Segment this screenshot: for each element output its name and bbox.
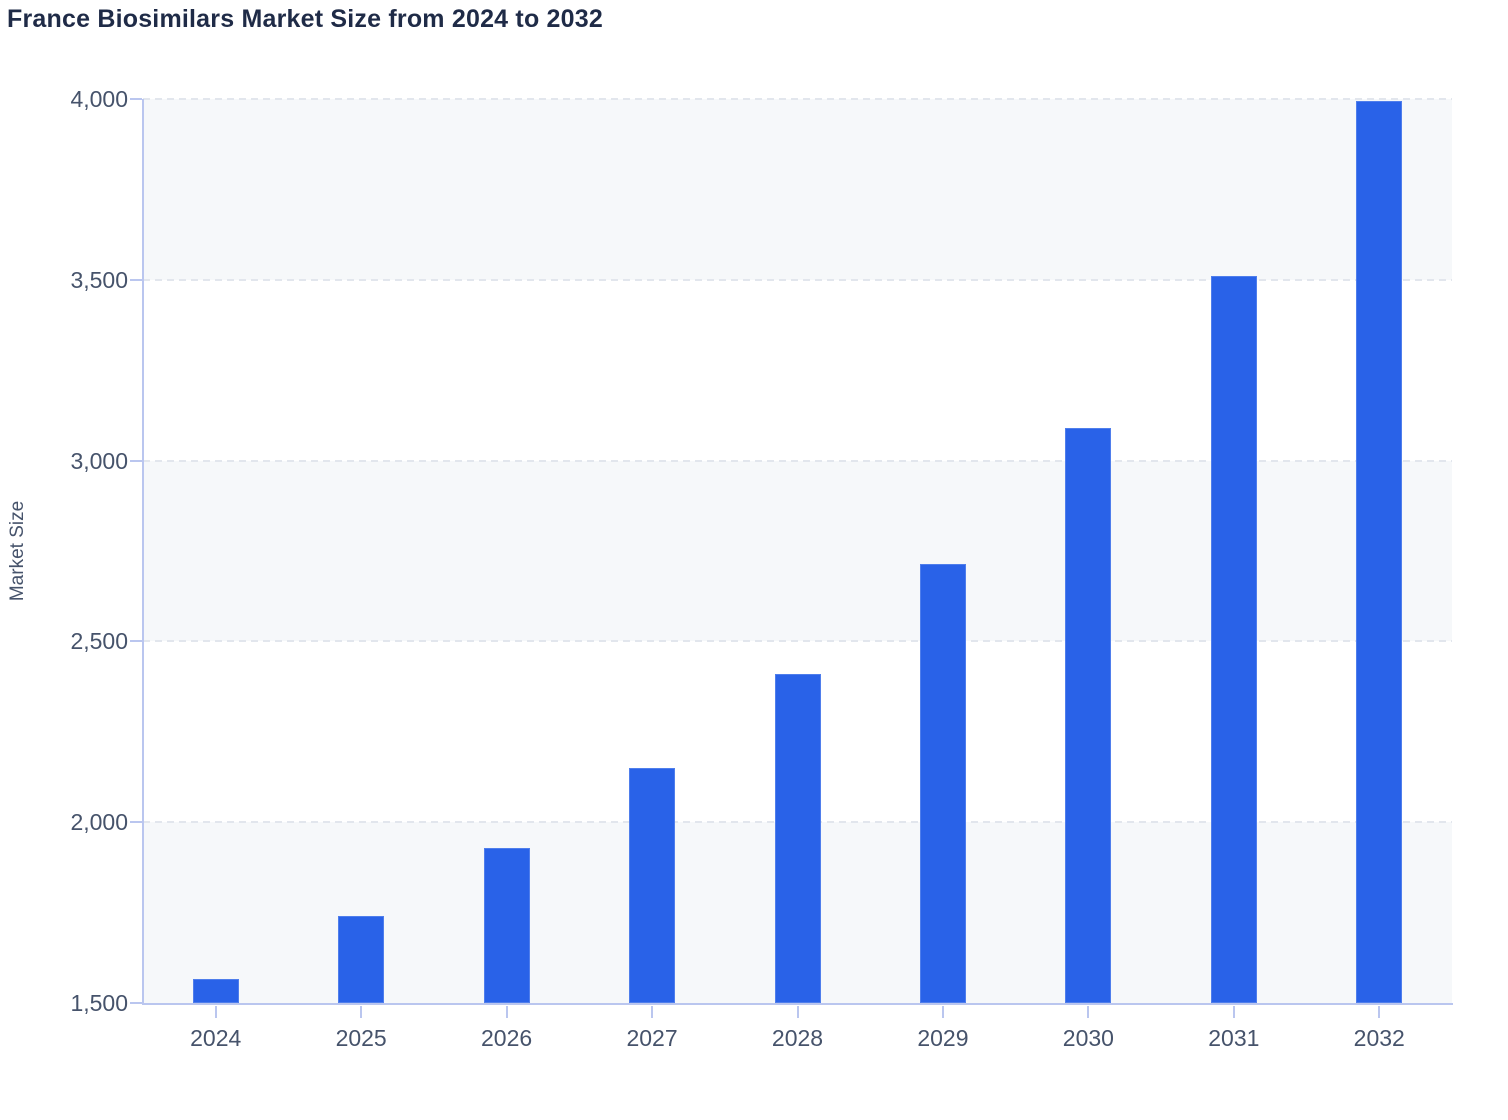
x-axis-tick-label: 2024 bbox=[190, 1025, 242, 1051]
y-axis-tick bbox=[130, 640, 142, 643]
x-axis-line bbox=[142, 1003, 1453, 1005]
x-axis-tick bbox=[941, 1006, 944, 1018]
y-axis-tick-label: 2,500 bbox=[70, 628, 128, 655]
plot-band bbox=[143, 99, 1452, 280]
bar-2029[interactable] bbox=[919, 563, 966, 1003]
x-axis-tick-label: 2029 bbox=[917, 1025, 969, 1051]
x-axis-tick bbox=[1087, 1006, 1090, 1018]
y-axis-tick bbox=[130, 278, 142, 281]
y-axis-tick bbox=[130, 1002, 142, 1004]
bar-2031[interactable] bbox=[1210, 276, 1257, 1003]
gridline bbox=[143, 640, 1452, 643]
bar-2030[interactable] bbox=[1065, 428, 1112, 1003]
y-axis-tick bbox=[130, 98, 142, 100]
gridline bbox=[143, 98, 1452, 100]
gridline bbox=[143, 459, 1452, 462]
bar-2024[interactable] bbox=[192, 979, 239, 1003]
x-axis-tick-label: 2027 bbox=[626, 1025, 678, 1051]
x-axis-tick-label: 2031 bbox=[1208, 1025, 1260, 1051]
x-axis-tick-label: 2030 bbox=[1062, 1025, 1114, 1051]
chart-title: France Biosimilars Market Size from 2024… bbox=[7, 5, 603, 33]
plot-area bbox=[143, 98, 1452, 1003]
bar-2026[interactable] bbox=[483, 847, 530, 1003]
y-axis-tick bbox=[130, 459, 142, 462]
y-axis-tick-label: 2,000 bbox=[70, 809, 128, 836]
x-axis-tick-label: 2025 bbox=[335, 1025, 387, 1051]
y-axis-title: Market Size bbox=[7, 500, 28, 602]
x-axis-tick bbox=[651, 1006, 654, 1018]
y-axis-tick-label: 4,000 bbox=[70, 86, 128, 112]
y-axis-line bbox=[142, 99, 144, 1005]
x-axis-tick-label: 2026 bbox=[481, 1025, 533, 1051]
x-axis-tick-label: 2032 bbox=[1353, 1025, 1405, 1051]
x-axis-tick bbox=[505, 1006, 508, 1018]
x-axis-tick bbox=[360, 1006, 363, 1018]
x-axis-tick bbox=[214, 1006, 217, 1018]
y-axis-tick-label: 1,500 bbox=[70, 990, 128, 1016]
x-axis-tick bbox=[796, 1006, 799, 1018]
x-axis-tick bbox=[1232, 1006, 1235, 1018]
y-axis-tick-label: 3,000 bbox=[70, 447, 128, 474]
bar-2027[interactable] bbox=[629, 767, 676, 1003]
y-axis-tick bbox=[130, 821, 142, 824]
bar-2028[interactable] bbox=[774, 673, 821, 1003]
gridline bbox=[143, 278, 1452, 281]
bar-2025[interactable] bbox=[338, 916, 385, 1003]
x-axis-tick bbox=[1378, 1006, 1381, 1018]
bar-2032[interactable] bbox=[1356, 100, 1403, 1003]
x-axis-tick-label: 2028 bbox=[771, 1025, 824, 1051]
y-axis-tick-label: 3,500 bbox=[70, 266, 128, 293]
